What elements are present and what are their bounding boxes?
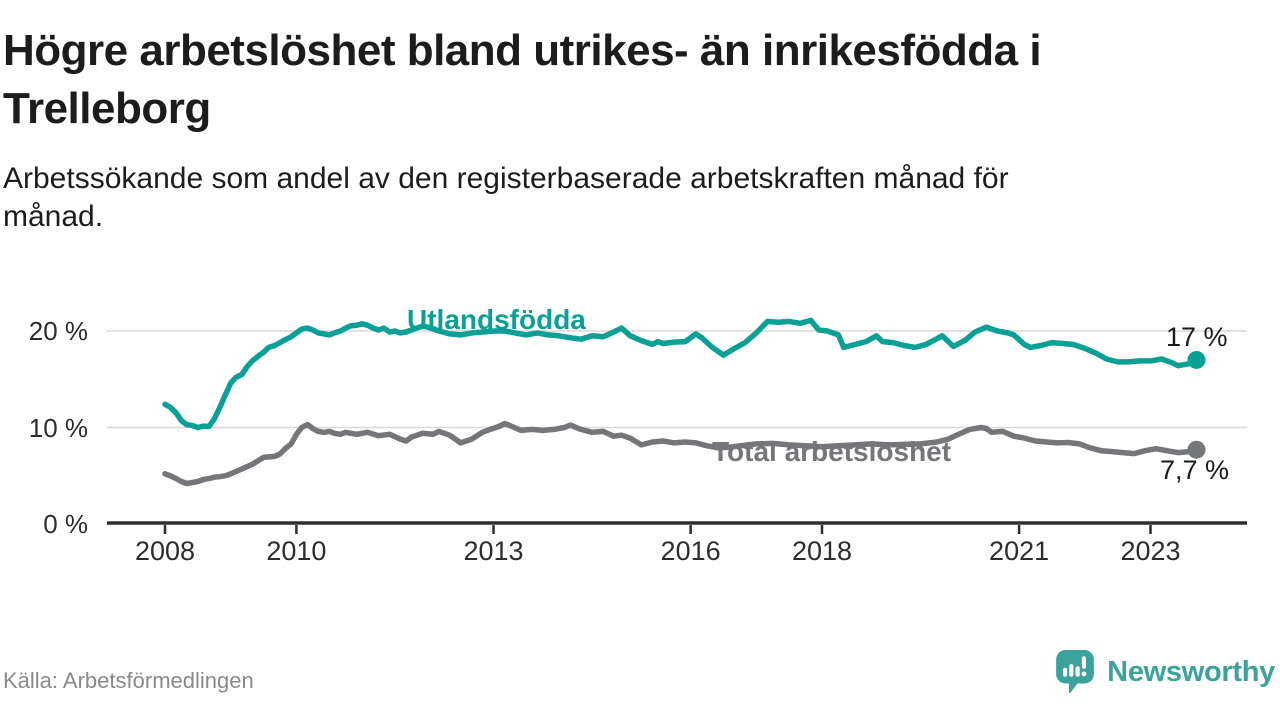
series-line-total — [162, 420, 1200, 487]
series-label-utlandsfodda: Utlandsfödda — [407, 304, 586, 335]
page-title: Högre arbetslöshet bland utrikes- än inr… — [3, 26, 1042, 133]
newsworthy-logo: Newsworthy — [1056, 650, 1275, 694]
x-tick-label: 2021 — [989, 536, 1050, 566]
source-note: Källa: Arbetsförmedlingen — [3, 668, 254, 693]
speech-bubble-chart-icon — [1056, 650, 1095, 694]
series-label-total-arbetsloshet: Total arbetslöshet — [712, 436, 952, 467]
x-tick-label: 2013 — [463, 536, 524, 566]
end-dot-total — [1187, 440, 1206, 459]
y-tick-label: 0 % — [43, 509, 88, 539]
end-value-label-utlandsfodda: 17 % — [1166, 322, 1228, 352]
x-tick-label: 2010 — [266, 536, 327, 566]
end-dot-utlandsfodda — [1187, 350, 1206, 369]
x-tick-label: 2018 — [791, 536, 853, 566]
series-line-utlandsfodda — [162, 317, 1200, 431]
y-tick-label: 10 % — [28, 412, 88, 443]
brand-wordmark: Newsworthy — [1107, 655, 1275, 688]
x-tick-label: 2016 — [660, 536, 721, 566]
end-value-label-total: 7,7 % — [1160, 455, 1230, 485]
y-tick-label: 20 % — [28, 316, 88, 346]
x-tick-label: 2023 — [1120, 536, 1181, 566]
x-tick-label: 2008 — [134, 536, 196, 566]
page-subtitle: Arbetssökande som andel av den registerb… — [3, 162, 1009, 233]
